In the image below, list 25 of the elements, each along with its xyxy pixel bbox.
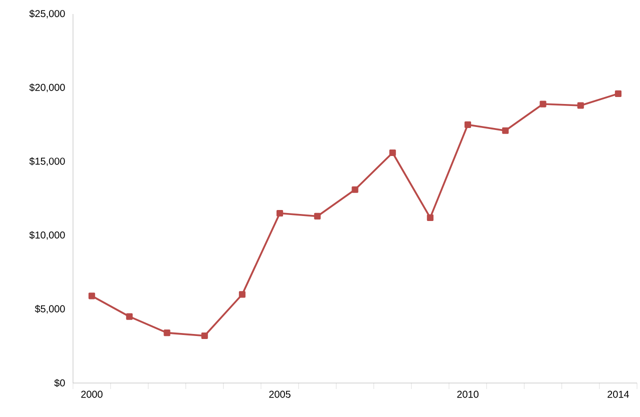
y-tick-label: $25,000 bbox=[29, 10, 65, 18]
point bbox=[164, 330, 170, 336]
x-tick-label: 2010 bbox=[457, 390, 478, 398]
point bbox=[389, 149, 396, 156]
y-tick-label: $15,000 bbox=[29, 157, 65, 166]
point bbox=[464, 121, 472, 128]
point bbox=[88, 292, 96, 300]
point bbox=[126, 313, 133, 320]
y-tick-label: $10,000 bbox=[29, 231, 65, 240]
y-tick-label: $0 bbox=[54, 378, 65, 388]
y-tick-label: $5,000 bbox=[34, 304, 65, 314]
point bbox=[314, 212, 321, 220]
point bbox=[426, 214, 434, 221]
point bbox=[276, 210, 284, 217]
y-tick-label: $20,000 bbox=[29, 83, 65, 92]
x-tick-label: 2000 bbox=[81, 390, 102, 398]
point bbox=[502, 127, 509, 134]
point bbox=[540, 100, 546, 108]
x-tick-label: 2005 bbox=[269, 390, 290, 398]
point bbox=[614, 90, 622, 97]
point bbox=[201, 332, 208, 340]
point bbox=[238, 291, 246, 298]
point bbox=[577, 102, 584, 109]
point bbox=[352, 186, 358, 193]
x-tick-label: 2014 bbox=[608, 390, 629, 398]
